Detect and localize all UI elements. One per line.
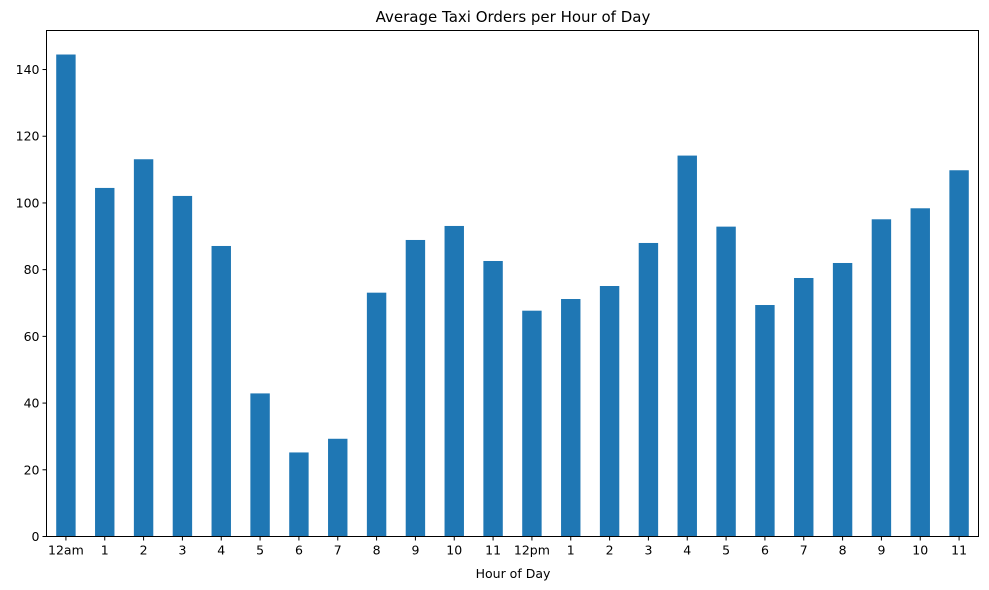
x-tick-label-11: 11 — [485, 543, 501, 558]
y-tick-label-0: 0 — [32, 529, 40, 544]
x-tick-label-2: 2 — [140, 543, 148, 558]
bar-23 — [949, 170, 969, 537]
y-tick-label-6: 120 — [16, 129, 40, 144]
bar-18 — [755, 305, 775, 537]
bar-7 — [328, 438, 348, 537]
x-tick-label-4: 4 — [217, 543, 225, 558]
bar-11 — [483, 260, 503, 537]
plot-frame — [46, 30, 979, 537]
bar-3 — [172, 195, 193, 537]
x-tick-label-20: 8 — [839, 543, 847, 558]
chart-title: Average Taxi Orders per Hour of Day — [376, 8, 651, 26]
x-tick-label-6: 6 — [295, 543, 303, 558]
x-tick-label-22: 10 — [912, 543, 928, 558]
x-tick-label-15: 3 — [644, 543, 652, 558]
bar-20 — [832, 262, 853, 537]
bar-22 — [910, 208, 930, 537]
x-tick-label-10: 10 — [446, 543, 462, 558]
bar-1 — [95, 187, 115, 537]
bar-4 — [211, 245, 231, 537]
x-tick-label-21: 9 — [877, 543, 885, 558]
x-tick-label-7: 7 — [334, 543, 342, 558]
x-axis-ticks: 12am 1 2 3 4 5 6 7 8 9 10 11 12pm 1 2 3 4 5 6 7 8 9 10 11 — [48, 536, 967, 558]
x-tick-label-13: 1 — [567, 543, 575, 558]
x-tick-label-3: 3 — [178, 543, 186, 558]
bar-17 — [716, 226, 736, 537]
y-tick-label-3: 60 — [24, 329, 40, 344]
bar-0 — [56, 54, 76, 537]
bar-15 — [638, 242, 659, 537]
bar-16 — [677, 155, 697, 537]
y-tick-label-4: 80 — [24, 262, 40, 277]
x-tick-label-1: 1 — [101, 543, 109, 558]
y-axis-ticks: 0 20 40 60 80 100 120 140 — [16, 62, 47, 544]
x-tick-label-18: 6 — [761, 543, 769, 558]
x-tick-label-17: 5 — [722, 543, 730, 558]
y-tick-label-5: 100 — [16, 195, 40, 210]
y-tick-label-2: 40 — [24, 396, 40, 411]
x-tick-label-0: 12am — [48, 543, 84, 558]
x-tick-label-16: 4 — [683, 543, 691, 558]
x-tick-label-12: 12pm — [514, 543, 550, 558]
bar-9 — [405, 239, 426, 537]
bar-10 — [444, 225, 464, 537]
bar-5 — [250, 393, 270, 537]
x-axis-label: Hour of Day — [476, 566, 551, 581]
x-tick-label-5: 5 — [256, 543, 264, 558]
bar-8 — [366, 292, 387, 537]
x-tick-label-23: 11 — [951, 543, 967, 558]
bar-12 — [522, 310, 542, 537]
x-tick-label-8: 8 — [373, 543, 381, 558]
bar-2 — [133, 159, 154, 537]
x-tick-label-14: 2 — [606, 543, 614, 558]
x-tick-label-9: 9 — [411, 543, 419, 558]
bars-group — [56, 54, 969, 537]
bar-13 — [561, 299, 581, 537]
bar-14 — [599, 286, 620, 537]
x-tick-label-19: 7 — [800, 543, 808, 558]
y-tick-label-7: 140 — [16, 62, 40, 77]
y-tick-label-1: 20 — [24, 462, 40, 477]
bar-6 — [289, 452, 309, 537]
bar-19 — [794, 277, 814, 537]
bar-21 — [871, 219, 892, 537]
